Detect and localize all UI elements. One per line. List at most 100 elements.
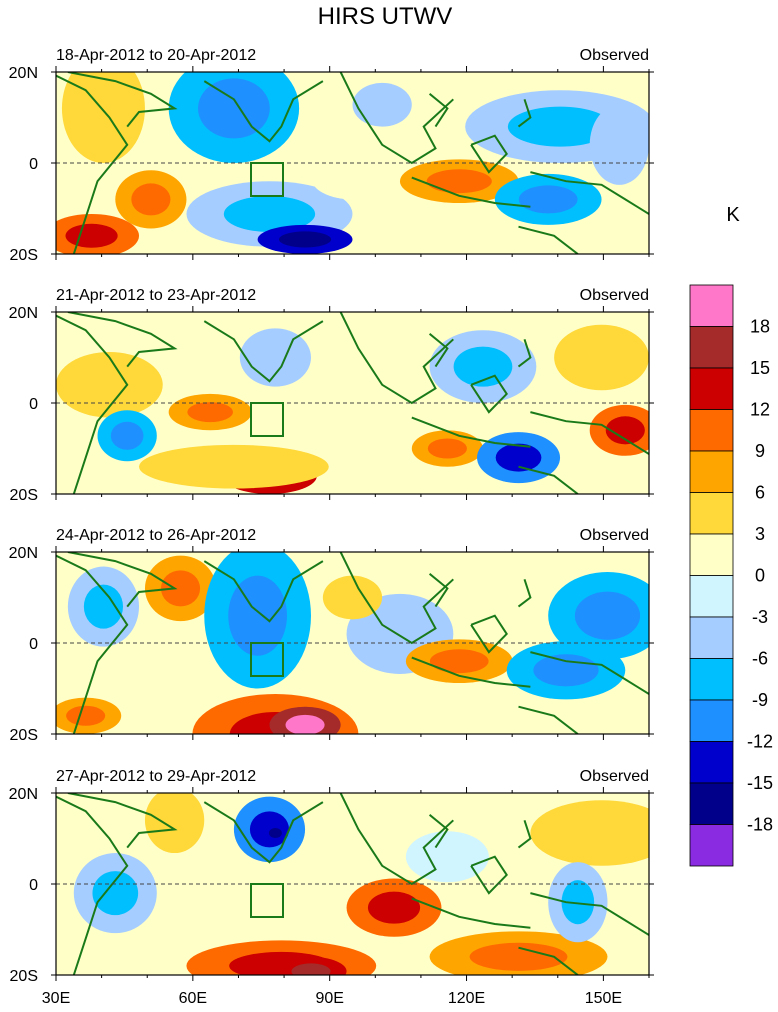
panel-date-range: 18-Apr-2012 to 20-Apr-2012 bbox=[56, 47, 256, 64]
anomaly-core bbox=[561, 880, 595, 925]
anomaly-blob bbox=[310, 155, 395, 200]
coastline-segment bbox=[203, 801, 324, 864]
anomaly-core bbox=[426, 169, 492, 194]
colorbar-swatch bbox=[689, 575, 734, 618]
anomaly-blob bbox=[61, 72, 145, 163]
anomaly-core bbox=[228, 575, 287, 656]
anomaly-core bbox=[495, 443, 542, 472]
anomaly-core bbox=[65, 223, 118, 248]
anomaly-blob bbox=[352, 82, 412, 127]
colorbar-label: -6 bbox=[752, 649, 768, 669]
colorbar-label: -18 bbox=[747, 815, 773, 835]
colorbar-label: 12 bbox=[750, 400, 770, 420]
anomaly-blob bbox=[305, 355, 377, 414]
lon-tick-label: 60E bbox=[179, 990, 207, 1007]
coastline-outline bbox=[56, 552, 649, 734]
coastline-segment bbox=[518, 946, 579, 975]
panel-observed-label: Observed bbox=[580, 47, 649, 64]
coastline-segment bbox=[470, 855, 508, 895]
anomaly-core bbox=[92, 871, 139, 916]
coastline-segment bbox=[518, 465, 579, 494]
target-box bbox=[250, 642, 284, 677]
panel-date-range: 21-Apr-2012 to 23-Apr-2012 bbox=[56, 287, 256, 304]
colorbar: K 18 15 12 9 6 3 0 -3 -6 -9 -12 -15 -18 bbox=[689, 204, 773, 867]
coastline-segment bbox=[67, 552, 178, 608]
anomaly-blob bbox=[239, 328, 311, 387]
anomaly-core bbox=[223, 195, 316, 232]
lon-tick-label: 120E bbox=[448, 990, 485, 1007]
colorbar-label: -12 bbox=[747, 732, 773, 752]
anomaly-field bbox=[56, 312, 649, 494]
coastline-segment bbox=[428, 814, 449, 849]
coastline-outline bbox=[56, 312, 649, 494]
panel-observed-label: Observed bbox=[580, 287, 649, 304]
colorbar-swatch bbox=[689, 326, 734, 369]
panel-observed-label: Observed bbox=[580, 768, 649, 785]
anomaly-core bbox=[469, 942, 568, 971]
coastline-segment bbox=[67, 312, 178, 368]
anomaly-core bbox=[131, 183, 171, 216]
colorbar-label: -3 bbox=[752, 607, 768, 627]
colorbar-label: 15 bbox=[750, 358, 770, 378]
coastline-segment bbox=[530, 651, 649, 695]
coastline-segment bbox=[530, 411, 649, 455]
lon-tick-label: 30E bbox=[42, 990, 70, 1007]
lat-tick-label: 0 bbox=[29, 636, 38, 653]
coastline-segment bbox=[517, 578, 532, 608]
coastline-segment bbox=[428, 573, 449, 608]
anomaly-core bbox=[66, 705, 106, 726]
anomaly-core bbox=[367, 891, 421, 924]
figure-title: HIRS UTWV bbox=[318, 3, 453, 30]
map-panel-1: 18-Apr-2012 to 20-Apr-2012 Observed 20N 0… bbox=[9, 47, 654, 264]
colorbar-swatch bbox=[689, 409, 734, 452]
anomaly-blob bbox=[589, 104, 649, 185]
coastline-segment bbox=[517, 819, 532, 849]
colorbar-swatch bbox=[689, 492, 734, 535]
coastline-segment bbox=[56, 795, 129, 975]
coastline-segment bbox=[67, 72, 178, 128]
colorbar-swatch bbox=[689, 616, 734, 659]
colorbar-label: -9 bbox=[752, 690, 768, 710]
panel-date-range: 24-Apr-2012 to 26-Apr-2012 bbox=[56, 527, 256, 544]
anomaly-core bbox=[453, 346, 513, 387]
anomaly-core bbox=[268, 828, 282, 839]
coastline-segment bbox=[530, 892, 649, 936]
longitude-axis: 30E 60E 90E 120E 150E bbox=[42, 990, 622, 1007]
coastline-segment bbox=[56, 554, 129, 734]
coastline-segment bbox=[339, 72, 454, 165]
coastline-segment bbox=[530, 171, 649, 215]
coastline-segment bbox=[470, 374, 508, 414]
coastline-segment bbox=[517, 98, 532, 128]
map-panel-4: 27-Apr-2012 to 29-Apr-2012 Observed 20N 0… bbox=[9, 768, 654, 985]
colorbar-label: 0 bbox=[755, 566, 765, 586]
panel-date-range: 27-Apr-2012 to 29-Apr-2012 bbox=[56, 768, 256, 785]
anomaly-core bbox=[160, 570, 201, 607]
colorbar-swatch bbox=[689, 699, 734, 742]
colorbar-label: 9 bbox=[755, 441, 765, 461]
coastline-outline bbox=[56, 72, 649, 254]
anomaly-core bbox=[278, 231, 332, 248]
colorbar-swatch bbox=[689, 824, 734, 867]
colorbar-unit: K bbox=[726, 204, 740, 226]
coastline-segment bbox=[339, 312, 454, 405]
anomaly-field bbox=[56, 72, 649, 254]
coastline-segment bbox=[411, 656, 531, 688]
lat-tick-label: 20S bbox=[10, 247, 38, 264]
colorbar-swatch bbox=[689, 658, 734, 701]
anomaly-blob bbox=[530, 800, 649, 866]
anomaly-core bbox=[507, 106, 613, 147]
lat-tick-label: 20N bbox=[9, 786, 38, 803]
colorbar-label: 18 bbox=[750, 317, 770, 337]
map-panel-2: 21-Apr-2012 to 23-Apr-2012 Observed 20N 0… bbox=[9, 287, 654, 504]
target-box bbox=[250, 162, 284, 197]
coastline-segment bbox=[339, 552, 454, 645]
lon-tick-label: 90E bbox=[315, 990, 343, 1007]
lat-tick-label: 20S bbox=[10, 487, 38, 504]
anomaly-core bbox=[574, 591, 641, 640]
anomaly-core bbox=[427, 438, 467, 459]
colorbar-swatch bbox=[689, 367, 734, 410]
lat-tick-label: 20S bbox=[10, 727, 38, 744]
coastline-segment bbox=[203, 560, 324, 623]
coastline-segment bbox=[428, 93, 449, 128]
